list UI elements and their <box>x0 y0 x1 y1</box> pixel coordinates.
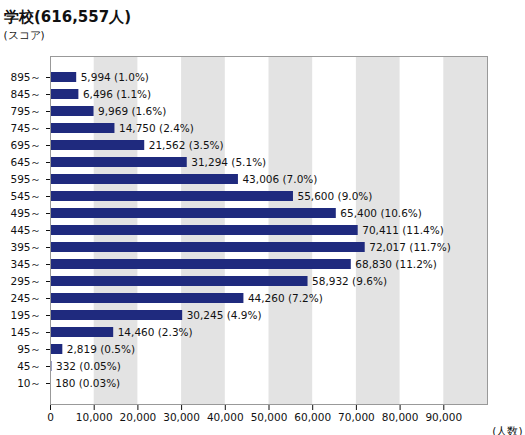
svg-text:40,000: 40,000 <box>207 411 244 423</box>
svg-text:895～: 895～ <box>10 71 41 83</box>
svg-text:795～: 795～ <box>10 105 41 117</box>
svg-text:70,411 (11.4%): 70,411 (11.4%) <box>362 224 444 236</box>
svg-text:10～: 10～ <box>17 377 41 389</box>
svg-text:332 (0.05%): 332 (0.05%) <box>56 360 121 372</box>
svg-text:80,000: 80,000 <box>382 411 419 423</box>
svg-text:43,006 (7.0%): 43,006 (7.0%) <box>242 173 317 185</box>
svg-text:645～: 645～ <box>10 156 41 168</box>
svg-text:245～: 245～ <box>10 292 41 304</box>
svg-text:70,000: 70,000 <box>338 411 375 423</box>
svg-text:595～: 595～ <box>10 173 41 185</box>
svg-text:68,830 (11.2%): 68,830 (11.2%) <box>355 258 437 270</box>
svg-text:545～: 545～ <box>10 190 41 202</box>
svg-text:31,294 (5.1%): 31,294 (5.1%) <box>191 156 266 168</box>
svg-text:55,600 (9.0%): 55,600 (9.0%) <box>297 190 372 202</box>
svg-text:58,932 (9.6%): 58,932 (9.6%) <box>312 275 387 287</box>
svg-text:695～: 695～ <box>10 139 41 151</box>
svg-text:495～: 495～ <box>10 207 41 219</box>
svg-text:14,460 (2.3%): 14,460 (2.3%) <box>118 326 193 338</box>
svg-text:2,819 (0.5%): 2,819 (0.5%) <box>67 343 135 355</box>
svg-text:845～: 845～ <box>10 88 41 100</box>
svg-text:295～: 295～ <box>10 275 41 287</box>
svg-text:45～: 45～ <box>17 360 41 372</box>
svg-text:345～: 345～ <box>10 258 41 270</box>
html-text:学校(616,557人): 学校(616,557人) <box>4 8 131 26</box>
svg-text:195～: 195～ <box>10 309 41 321</box>
svg-text:72,017 (11.7%): 72,017 (11.7%) <box>369 241 451 253</box>
svg-text:21,562 (3.5%): 21,562 (3.5%) <box>149 139 224 151</box>
svg-text:20,000: 20,000 <box>120 411 157 423</box>
svg-text:95～: 95～ <box>17 343 41 355</box>
svg-text:44,260 (7.2%): 44,260 (7.2%) <box>248 292 323 304</box>
svg-text:14,750 (2.4%): 14,750 (2.4%) <box>119 122 194 134</box>
svg-text:(スコア): (スコア) <box>4 29 45 41</box>
svg-text:30,245 (4.9%): 30,245 (4.9%) <box>187 309 262 321</box>
svg-text:60,000: 60,000 <box>294 411 331 423</box>
svg-text:5,994 (1.0%): 5,994 (1.0%) <box>81 71 149 83</box>
svg-text:745～: 745～ <box>10 122 41 134</box>
svg-text:30,000: 30,000 <box>163 411 200 423</box>
svg-text:0: 0 <box>47 411 54 423</box>
svg-text:145～: 145～ <box>10 326 41 338</box>
svg-text:65,400 (10.6%): 65,400 (10.6%) <box>340 207 422 219</box>
svg-text:50,000: 50,000 <box>251 411 288 423</box>
svg-text:180 (0.03%): 180 (0.03%) <box>55 377 120 389</box>
svg-text:10,000: 10,000 <box>76 411 113 423</box>
svg-text:9,969 (1.6%): 9,969 (1.6%) <box>98 105 166 117</box>
svg-text:(人数): (人数) <box>492 425 522 435</box>
svg-text:395～: 395～ <box>10 241 41 253</box>
svg-text:445～: 445～ <box>10 224 41 236</box>
svg-text:90,000: 90,000 <box>425 411 462 423</box>
svg-text:6,496 (1.1%): 6,496 (1.1%) <box>83 88 151 100</box>
